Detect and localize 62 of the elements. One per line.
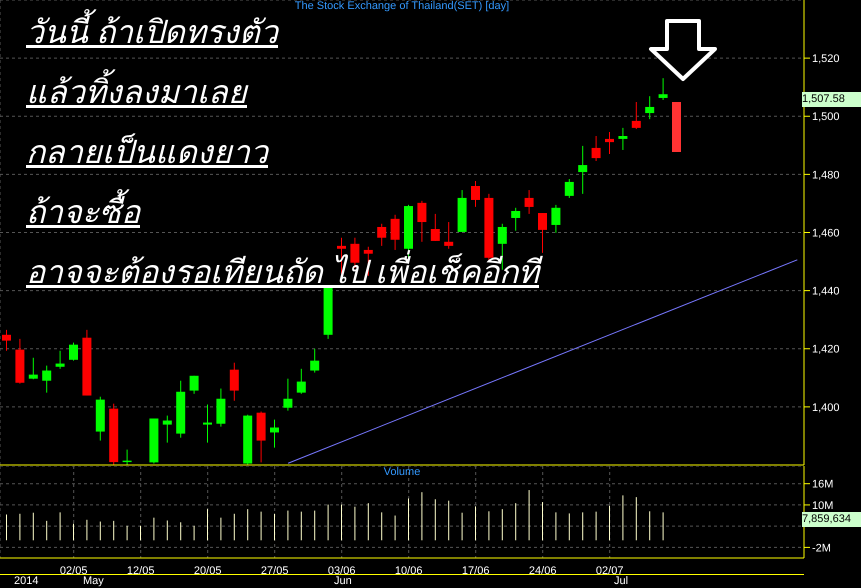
y-tick-label: 1,420 xyxy=(812,344,840,356)
candlestick xyxy=(162,415,172,444)
x-tick-label: 02/05 xyxy=(60,564,88,577)
y-tick-label: 1,460 xyxy=(812,227,840,240)
candlestick xyxy=(270,419,279,448)
candlestick xyxy=(430,213,440,242)
y-tick-label: 16M xyxy=(812,478,834,491)
y-tick-label: 1,480 xyxy=(812,169,840,182)
candlestick xyxy=(69,342,78,362)
x-tick-label: 12/05 xyxy=(126,564,154,577)
text: 2014 xyxy=(14,575,38,587)
candlestick xyxy=(632,102,641,130)
text: Jun xyxy=(334,575,352,587)
candlestick xyxy=(564,178,574,198)
candlestick xyxy=(511,207,520,232)
y-tick-label: 10M xyxy=(812,500,834,512)
candlestick xyxy=(645,96,654,120)
candlestick xyxy=(296,368,306,394)
x-tick-label: 24/06 xyxy=(528,564,556,577)
y-tick-label: 1,500 xyxy=(812,111,840,124)
candlestick xyxy=(190,375,199,394)
annotation: กลายเป็นแดงยาว xyxy=(26,132,268,172)
candlestick xyxy=(605,131,614,155)
x-tick-label: 17/06 xyxy=(462,564,490,577)
x-tick-label: 02/07 xyxy=(596,564,624,577)
candlestick xyxy=(2,329,11,352)
y-tick-label: 1,440 xyxy=(812,286,840,298)
chart-title: The Stock Exchange of Thailand(SET) [day] xyxy=(294,0,510,12)
y-tick-label: 1,520 xyxy=(812,53,840,66)
candlestick xyxy=(377,223,386,246)
chart-title: Volume xyxy=(382,466,422,478)
candlestick xyxy=(42,365,52,394)
candlestick xyxy=(417,200,426,242)
annotation: 1,507.58 xyxy=(802,92,861,107)
candlestick xyxy=(203,404,212,444)
candlestick xyxy=(56,350,65,370)
candlestick xyxy=(471,180,480,208)
x-tick-label: 10/06 xyxy=(394,564,422,577)
candlestick xyxy=(551,204,560,234)
x-tick-label: 27/05 xyxy=(260,564,288,577)
text: May xyxy=(83,575,104,587)
candlestick xyxy=(28,357,38,380)
candlestick xyxy=(444,222,454,250)
candlestick xyxy=(122,449,132,465)
candlestick xyxy=(592,136,601,162)
candlestick xyxy=(578,145,588,194)
annotation: แล้วทิ้งลงมาเลย xyxy=(26,70,247,112)
candlestick xyxy=(390,214,400,250)
annotation: ถ้าจะซื้อ xyxy=(26,190,140,232)
annotation: 7,859,634 xyxy=(802,512,861,527)
candlestick xyxy=(658,78,668,100)
candlestick xyxy=(524,190,534,214)
x-tick-label: 03/06 xyxy=(328,564,356,577)
text: Jul xyxy=(614,575,628,587)
annotation: วันนี้ ถ้าเปิดทรงตัว xyxy=(26,10,278,52)
candlestick xyxy=(618,127,628,150)
y-tick-label: 1,400 xyxy=(812,402,840,414)
candlestick xyxy=(310,348,320,374)
x-tick-label: 20/05 xyxy=(194,564,222,577)
y-tick-label: -2M xyxy=(812,542,831,554)
candlestick xyxy=(283,378,292,412)
candlestick xyxy=(230,362,239,402)
